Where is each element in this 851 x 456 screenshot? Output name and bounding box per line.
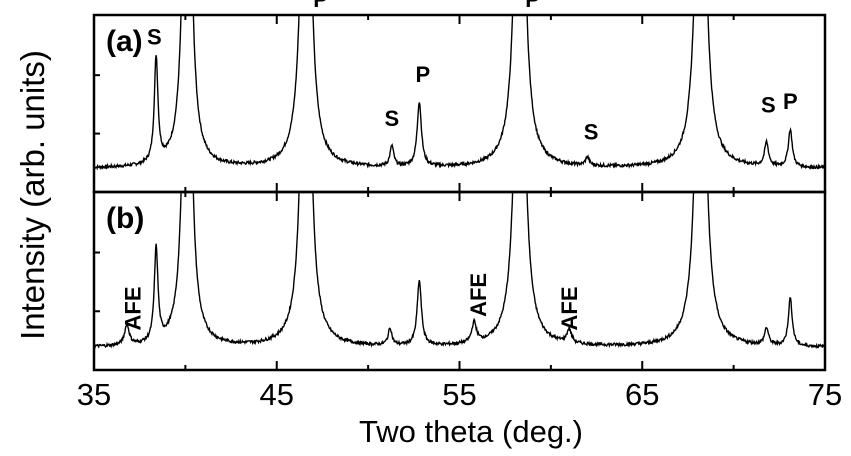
peak-annotation: P	[783, 89, 798, 114]
peak-annotation: P	[193, 0, 208, 4]
peak-annotation: S	[761, 92, 776, 117]
peak-annotation: P	[525, 0, 540, 12]
panel-label: (a)	[106, 25, 143, 58]
spectrum-line	[94, 192, 825, 350]
x-tick-label: 75	[808, 377, 842, 412]
y-axis-label: Intensity (arb. units)	[14, 50, 51, 340]
x-tick-label: 65	[625, 377, 659, 412]
panel-a: (a)SPPSPPSPSP	[92, 0, 827, 194]
x-tick-label: 35	[77, 377, 111, 412]
panel-label: (b)	[106, 202, 144, 235]
x-axis-label: Two theta (deg.)	[359, 414, 583, 449]
x-tick-label: 55	[442, 377, 476, 412]
peak-annotation: AFE	[466, 273, 491, 317]
x-axis: 35 45 55 65 75	[77, 15, 842, 412]
peak-annotation: S	[584, 120, 599, 145]
peak-annotation: S	[147, 24, 162, 49]
x-tick-label: 45	[260, 377, 294, 412]
peak-annotation: P	[416, 62, 431, 87]
panel-frame	[92, 190, 827, 372]
spectrum-line	[94, 15, 825, 171]
peak-annotation: S	[385, 106, 400, 131]
peak-annotation: P	[313, 0, 328, 12]
peak-annotation: AFE	[557, 287, 582, 331]
peak-annotation: P	[704, 0, 719, 4]
peak-annotation: AFE	[120, 287, 145, 331]
